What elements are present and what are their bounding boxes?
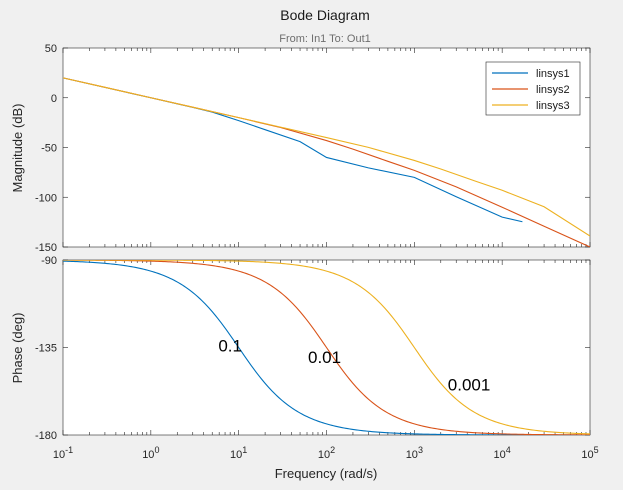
magnitude-y-tick-label: 0 — [51, 93, 57, 105]
frequency-tick-label: 10-1 — [53, 445, 73, 461]
phase-ticks: -90 -135 -180 — [35, 255, 591, 442]
legend[interactable]: linsys1 linsys2 linsys3 — [485, 61, 581, 116]
frequency-tick-labels: 10-1 100 101 102 103 104 105 — [53, 445, 599, 461]
phase-axes: -90 -135 -180 0.1 0.01 0.001 Phase (deg) Fre… — [10, 255, 599, 481]
phase-ylabel: Phase (deg) — [10, 313, 25, 384]
phase-annotations: 0.1 0.01 0.001 — [218, 336, 490, 394]
phase-y-tick-label: -90 — [41, 255, 57, 267]
phase-annotation: 0.001 — [448, 375, 491, 394]
frequency-tick-label: 104 — [494, 445, 511, 461]
frequency-tick-label: 101 — [230, 445, 247, 461]
phase-y-tick-label: -180 — [35, 430, 57, 442]
magnitude-y-tick-label: 50 — [45, 43, 57, 55]
magnitude-series-linsys3 — [63, 77, 590, 237]
phase-lines — [63, 260, 590, 435]
legend-label-linsys2: linsys2 — [536, 84, 570, 96]
chart-subtitle: From: In1 To: Out1 — [279, 33, 371, 45]
phase-series-linsys3 — [63, 260, 590, 435]
phase-annotation: 0.1 — [218, 336, 242, 355]
legend-label-linsys3: linsys3 — [536, 100, 570, 112]
frequency-tick-label: 105 — [581, 445, 598, 461]
phase-series-linsys2 — [63, 260, 590, 435]
magnitude-ylabel: Magnitude (dB) — [10, 104, 25, 193]
frequency-tick-label: 100 — [142, 445, 159, 461]
phase-y-tick-label: -135 — [35, 343, 57, 355]
phase-annotation: 0.01 — [308, 348, 341, 367]
legend-label-linsys1: linsys1 — [536, 68, 570, 80]
magnitude-lines — [63, 77, 590, 247]
chart-title: Bode Diagram — [280, 7, 370, 23]
frequency-tick-label: 103 — [406, 445, 423, 461]
magnitude-y-tick-label: -150 — [35, 242, 57, 254]
magnitude-ticks: 50 0 -50 -100 -150 — [35, 43, 591, 254]
frequency-tick-label: 102 — [318, 445, 335, 461]
frequency-xlabel: Frequency (rad/s) — [275, 466, 378, 481]
magnitude-y-tick-label: -100 — [35, 192, 57, 204]
phase-series-linsys1 — [63, 260, 590, 435]
magnitude-y-tick-label: -50 — [41, 143, 57, 155]
